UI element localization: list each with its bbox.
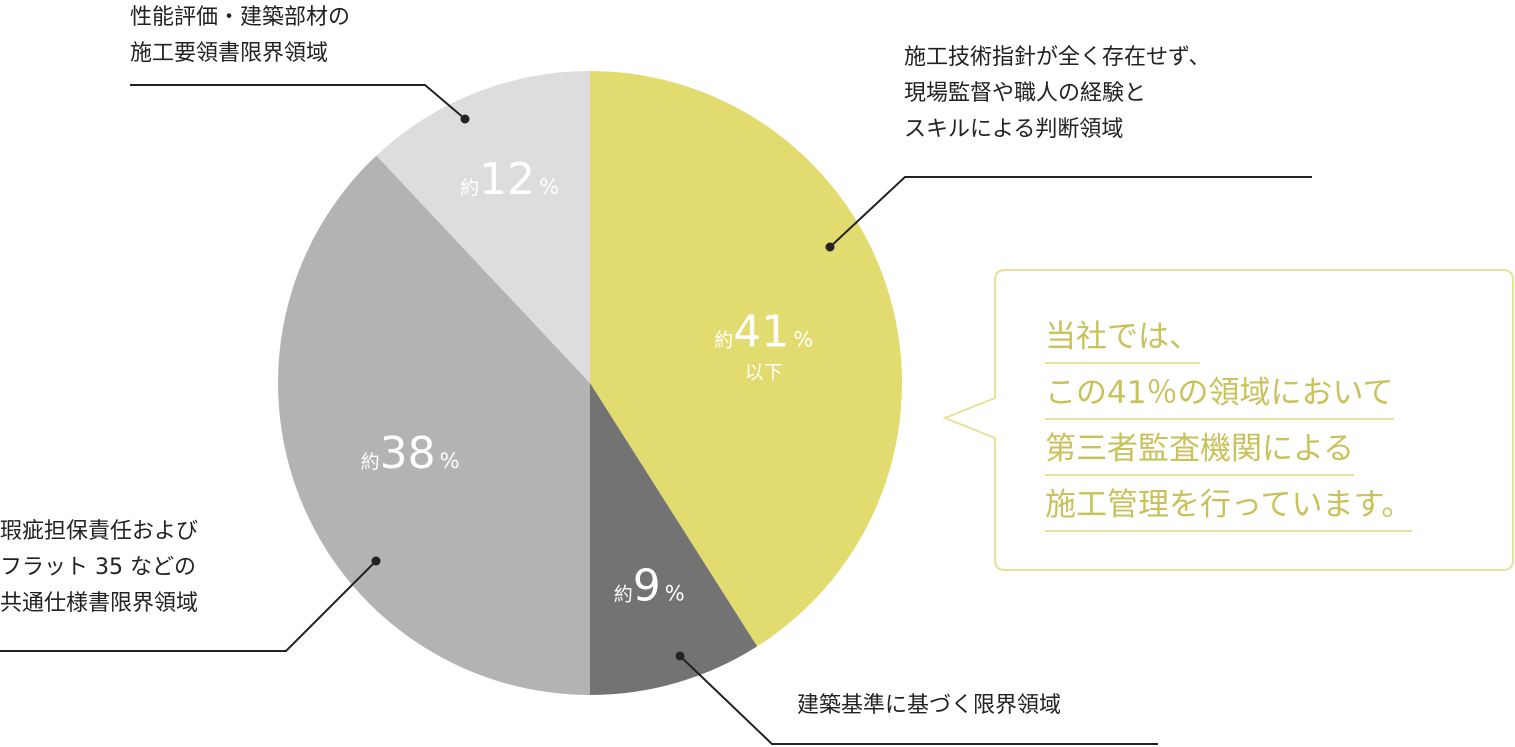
callout-label-9: 建築基準に基づく限界領域 [797,688,1061,724]
pie-slice-41 [590,71,902,647]
callout-line: 瑕疵担保責任および [0,519,199,544]
leader-line-slice-9 [679,655,1158,745]
callout-line: 共通仕様書限界領域 [0,591,199,616]
callout-line: 施工技術指針が全く存在せず、 [904,45,1211,70]
slice-sublabel: 以下 [745,362,783,384]
slice-label-9: 約9% [614,561,685,612]
leader-line-slice-41 [829,176,1312,248]
note-line: この41％の領域において [1045,368,1394,420]
note-line: 第三者監査機関による [1045,424,1355,476]
note-line: 施工管理を行っています。 [1045,480,1413,532]
leader-dot-slice-12 [460,114,470,124]
callout-line: 性能評価・建築部材の [130,5,351,30]
leader-dot-slice-41 [825,242,835,252]
callout-line: スキルによる判断領域 [904,117,1124,142]
callout-line: フラット 35 などの [0,555,196,580]
note-box [942,269,1514,571]
pie-slices [278,71,902,696]
callout-label-12: 性能評価・建築部材の 施工要領書限界領域 [130,0,350,72]
leader-lines [0,84,1312,745]
note-text: 当社では、 この41％の領域において 第三者監査機関による 施工管理を行っていま… [1045,312,1413,536]
leader-dot-slice-9 [675,651,685,661]
note-line: 当社では、 [1045,312,1200,364]
slice-label-12: 約12% [460,154,559,205]
callout-line: 建築基準に基づく限界領域 [797,693,1062,718]
leader-dot-slice-38 [371,556,381,566]
callout-label-41: 施工技術指針が全く存在せず、 現場監督や職人の経験と スキルによる判断領域 [904,40,1210,148]
callout-line: 施工要領書限界領域 [130,41,329,66]
leader-line-slice-38 [0,560,377,652]
pie-slice-9 [590,383,758,695]
leader-line-slice-12 [130,84,466,120]
pie-slice-38 [278,155,590,696]
callout-line: 現場監督や職人の経験と [904,81,1147,106]
slice-label-41: 約41% [714,307,813,358]
slice-label-38: 約38% [361,428,460,479]
pie-slice-12 [376,71,590,383]
callout-label-38: 瑕疵担保責任および フラット 35 などの 共通仕様書限界領域 [0,514,198,622]
